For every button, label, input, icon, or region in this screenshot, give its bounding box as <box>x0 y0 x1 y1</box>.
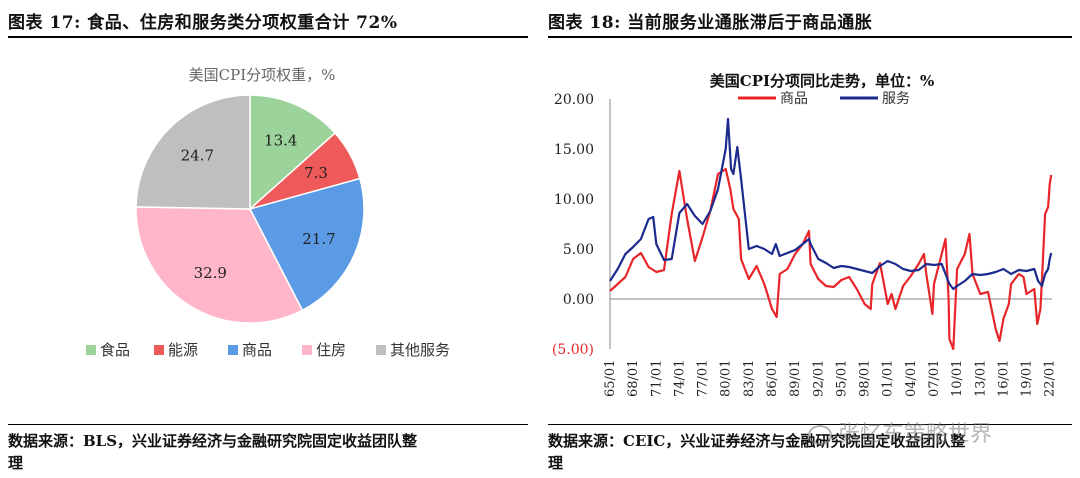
watermark-text: 张忆东策略世界 <box>838 422 993 447</box>
pie-value-labels: 13.4 7.3 21.7 32.9 24.7 <box>181 131 336 282</box>
pie-slices <box>135 94 365 324</box>
y-tick-label-1: 15.00 <box>554 142 594 158</box>
x-tick-label-18: 19/01 <box>1020 360 1035 397</box>
x-tick-label-3: 74/01 <box>672 360 687 397</box>
x-tick-label-17: 16/01 <box>996 360 1011 397</box>
x-tick-label-6: 83/01 <box>742 360 757 397</box>
x-tick-label-10: 95/01 <box>834 360 849 397</box>
y-tick-label-3: 5.00 <box>563 242 594 258</box>
legend-label-4: 其他服务 <box>390 341 450 359</box>
x-tick-label-11: 98/01 <box>858 360 873 397</box>
x-tick-label-12: 01/01 <box>881 360 896 397</box>
line-legend-label-0: 商品 <box>780 91 808 107</box>
left-title-rule <box>8 36 528 38</box>
x-tick-label-14: 07/01 <box>927 360 942 397</box>
x-tick-label-0: 65/01 <box>603 360 618 397</box>
pie-chart: 美国CPI分项权重，% 13.4 7.3 21.7 32.9 24.7 食品 能源 商品 住房… <box>86 66 450 359</box>
pie-value-label-0: 13.4 <box>264 131 297 149</box>
watermark: 张忆东策略世界 <box>808 416 992 448</box>
right-source-line-1: 数据来源：CEIC，兴业证券经济与金融研究院固定收益团队整 <box>548 432 966 450</box>
legend-label-0: 食品 <box>100 341 130 359</box>
x-tick-label-7: 86/01 <box>765 360 780 397</box>
left-figure-title: 图表 17: 食品、住房和服务类分项权重合计 72% <box>8 13 398 33</box>
x-tick-label-15: 10/01 <box>950 360 965 397</box>
x-tick-label-8: 89/01 <box>788 360 803 397</box>
line-axes: 20.00 15.00 10.00 5.00 0.00 (5.00) 65/01 68/01 7… <box>552 92 1058 397</box>
x-tick-label-19: 22/01 <box>1043 360 1058 397</box>
y-tick-label-0: 20.00 <box>554 92 594 108</box>
pie-slice-0 <box>249 94 337 211</box>
right-source-note: 数据来源：CEIC，兴业证券经济与金融研究院固定收益团队整 理 <box>548 430 965 474</box>
left-source-note: 数据来源：BLS，兴业证券经济与金融研究院固定收益团队整 理 <box>8 430 417 474</box>
x-tick-label-13: 04/01 <box>904 360 919 397</box>
pie-slice-2 <box>248 177 365 312</box>
x-tick-label-4: 77/01 <box>696 360 711 397</box>
right-figure-title: 图表 18: 当前服务业通胀滞后于商品通胀 <box>548 13 873 33</box>
legend-swatch-1 <box>154 345 164 355</box>
line-legend: 商品 服务 <box>738 91 910 107</box>
series-line-0 <box>609 167 1053 351</box>
line-legend-label-1: 服务 <box>882 91 910 107</box>
legend-label-3: 住房 <box>316 341 346 359</box>
left-source-line-1: 数据来源：BLS，兴业证券经济与金融研究院固定收益团队整 <box>8 432 418 450</box>
y-tick-label-2: 10.00 <box>554 192 594 208</box>
left-figure-panel: 图表 17: 食品、住房和服务类分项权重合计 72% 美国CPI分项权重，% 1… <box>0 0 530 478</box>
y-tick-label-5: (5.00) <box>552 342 594 358</box>
right-figure-panel: 图表 18: 当前服务业通胀滞后于商品通胀 美国CPI分项同比走势，单位：% 商… <box>540 0 1080 478</box>
line-series <box>609 117 1053 351</box>
pie-value-label-1: 7.3 <box>304 164 328 182</box>
legend-swatch-4 <box>376 345 386 355</box>
legend-label-2: 商品 <box>242 341 272 359</box>
legend-label-1: 能源 <box>168 341 198 359</box>
legend-swatch-3 <box>302 345 312 355</box>
left-source-line-2: 理 <box>8 454 24 472</box>
legend-swatch-0 <box>86 345 96 355</box>
pie-chart-title: 美国CPI分项权重，% <box>189 66 336 84</box>
line-chart: 美国CPI分项同比走势，单位：% 商品 服务 20.00 15.00 10.00 5.0… <box>552 72 1058 397</box>
x-tick-label-1: 68/01 <box>626 360 641 397</box>
right-source-line-2: 理 <box>548 454 564 472</box>
pie-slice-4 <box>135 94 251 210</box>
pie-slice-3 <box>135 206 304 324</box>
x-tick-label-2: 71/01 <box>649 360 664 397</box>
pie-value-label-4: 24.7 <box>181 146 214 164</box>
right-source-rule <box>548 424 1072 425</box>
series-line-1 <box>609 117 1053 291</box>
legend-swatch-2 <box>228 345 238 355</box>
x-tick-label-9: 92/01 <box>811 360 826 397</box>
right-title-rule <box>548 36 1072 38</box>
x-tick-label-5: 80/01 <box>719 360 734 397</box>
pie-value-label-3: 32.9 <box>194 264 227 282</box>
line-chart-title: 美国CPI分项同比走势，单位：% <box>710 72 935 90</box>
left-source-rule <box>8 424 528 425</box>
wechat-icon <box>808 425 832 445</box>
x-tick-label-16: 13/01 <box>973 360 988 397</box>
pie-value-label-2: 21.7 <box>302 230 335 248</box>
y-tick-label-4: 0.00 <box>563 292 594 308</box>
pie-legend: 食品 能源 商品 住房 其他服务 <box>86 341 450 359</box>
